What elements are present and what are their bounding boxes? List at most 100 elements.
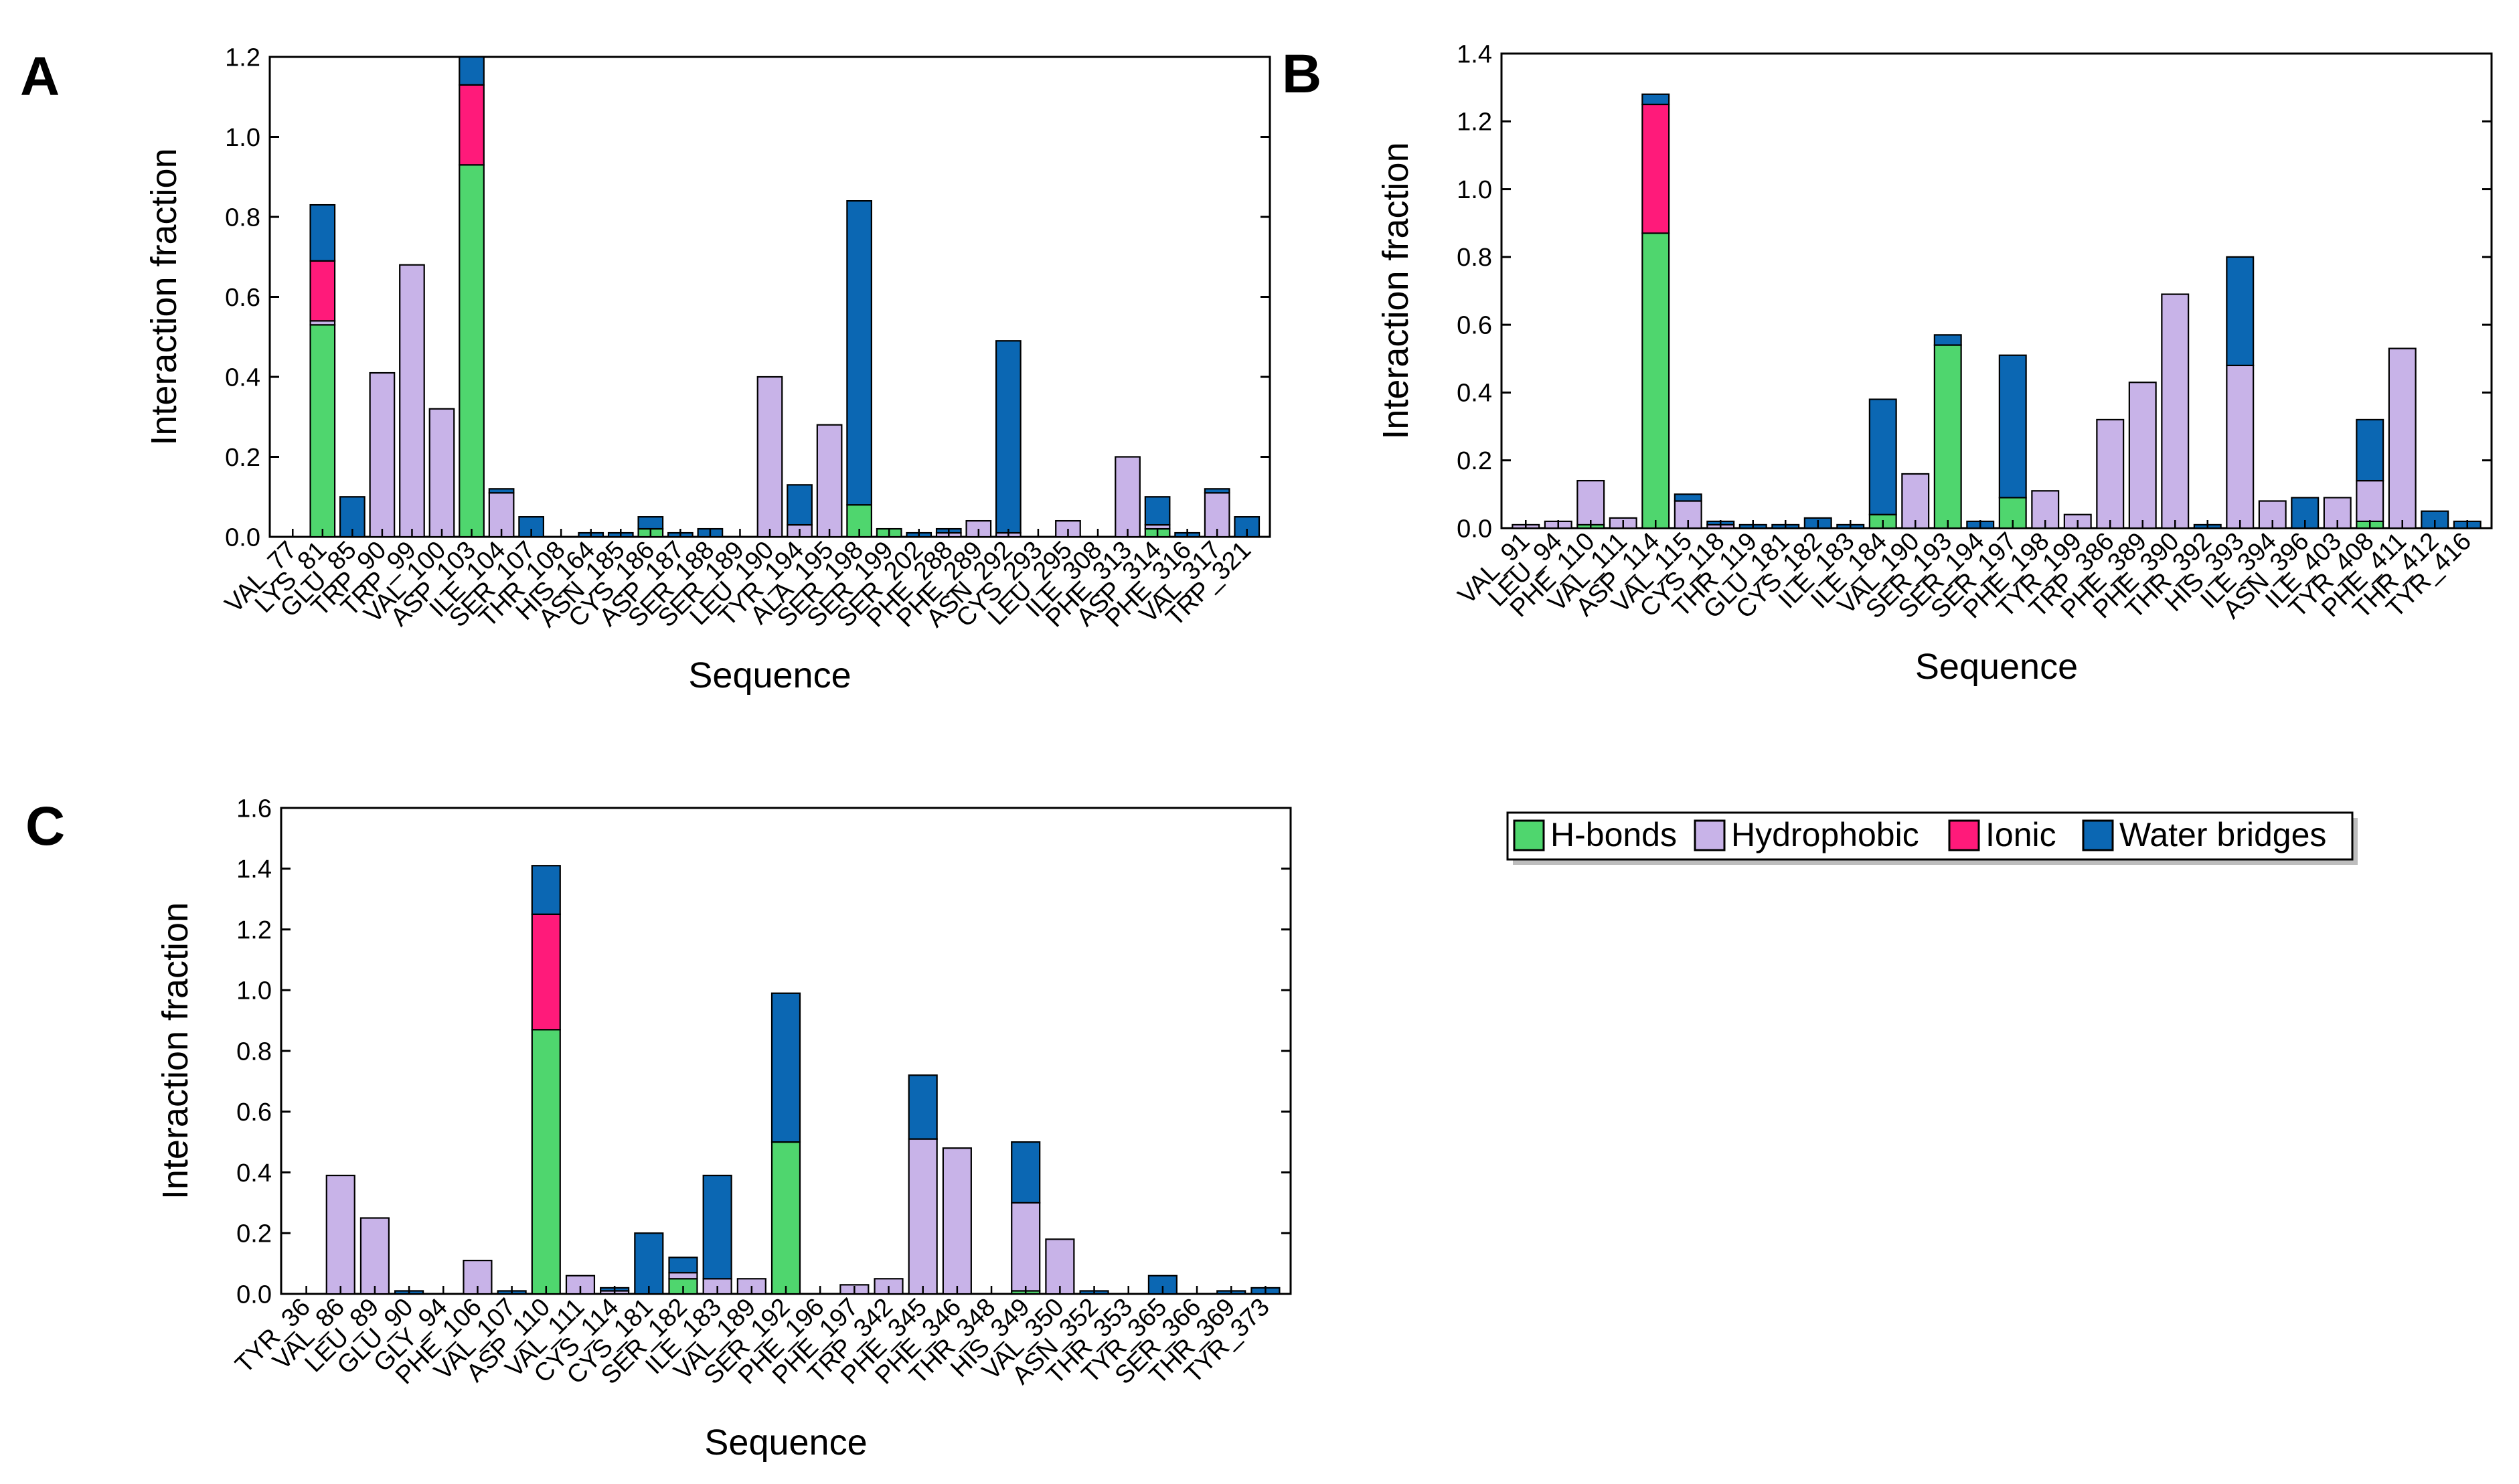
bar-ionic-asp_110 — [531, 913, 561, 1031]
y-tick-label: 0.4 — [236, 1159, 272, 1187]
bar-hydrophobic-trp_90 — [369, 372, 396, 538]
x-axis-label: Sequence — [1915, 647, 2078, 687]
bar-hydrophobic-phe_313 — [1115, 456, 1141, 538]
bar-water-bridges-asn_292 — [995, 340, 1022, 534]
y-tick-label: 0.2 — [1457, 447, 1492, 475]
bar-hydrophobic-his_349 — [1011, 1202, 1041, 1292]
y-tick-label: 0.6 — [225, 284, 260, 312]
bar-hydrophobic-val_100 — [428, 408, 455, 538]
y-tick-label: 1.0 — [236, 977, 272, 1005]
bar-h-bonds-asp_110 — [531, 1029, 561, 1295]
legend-label-ionic: Ionic — [1985, 816, 2056, 853]
bar-hydrophobic-phe_389 — [2128, 382, 2157, 529]
legend-label-h-bonds: H-bonds — [1550, 816, 1677, 853]
y-tick-label: 1.4 — [1457, 40, 1492, 68]
y-tick-label: 1.2 — [236, 916, 272, 944]
legend-swatch-hydrophobic — [1694, 819, 1726, 851]
y-tick-label: 0.4 — [225, 363, 260, 392]
bar-h-bonds-ser_193 — [1933, 344, 1962, 529]
bar-water-bridges-ser_197 — [1998, 354, 2027, 499]
panel-c-label: C — [25, 796, 65, 857]
legend-swatch-water-bridges — [2082, 819, 2114, 851]
bar-water-bridges-cys_181 — [634, 1232, 664, 1295]
bar-water-bridges-tyr_194 — [787, 484, 813, 526]
bar-hydrophobic-phe_390 — [2161, 293, 2190, 529]
panel-b-label: B — [1282, 44, 1321, 104]
bar-hydrophobic-val_350 — [1045, 1238, 1075, 1295]
panel-a-label: A — [20, 46, 60, 107]
panel-c: C 0.00.20.40.60.81.01.21.41.6TYR_36VAL_8… — [25, 795, 1292, 1463]
bar-water-bridges-ser_198 — [846, 200, 872, 506]
y-tick-label: 1.6 — [236, 795, 272, 823]
bar-h-bonds-lys_81 — [309, 324, 336, 538]
bar-hydrophobic-tyr_408 — [2356, 479, 2384, 522]
bar-h-bonds-ser_192 — [770, 1141, 801, 1295]
bar-water-bridges-his_393 — [2226, 256, 2255, 367]
bar-hydrophobic-his_393 — [2226, 364, 2255, 529]
y-tick-label: 0.8 — [1457, 244, 1492, 272]
bar-water-bridges-ser_192 — [770, 992, 801, 1143]
legend-label-hydrophobic: Hydrophobic — [1731, 816, 1919, 853]
bar-water-bridges-his_349 — [1011, 1141, 1041, 1204]
bar-hydrophobic-val_190 — [1901, 473, 1930, 529]
y-tick-label: 0.6 — [236, 1098, 272, 1127]
legend-box — [1506, 811, 2354, 861]
y-tick-label: 0.6 — [1457, 311, 1492, 339]
y-tick-label: 1.2 — [1457, 108, 1492, 137]
x-axis-label: Sequence — [688, 655, 851, 695]
bar-water-bridges-val_317 — [1204, 488, 1230, 494]
bar-h-bonds-ser_198 — [846, 504, 872, 538]
bar-hydrophobic-ala_195 — [816, 424, 843, 538]
bar-hydrophobic-trp_99 — [399, 264, 425, 538]
bar-hydrophobic-phe_110 — [1576, 479, 1605, 526]
bar-water-bridges-val_115 — [1674, 493, 1702, 502]
bar-water-bridges-lys_81 — [309, 203, 336, 262]
bar-water-bridges-ser_182 — [668, 1256, 698, 1274]
bar-hydrophobic-phe_345 — [908, 1138, 938, 1295]
bar-hydrophobic-ser_182 — [668, 1272, 698, 1280]
bar-hydrophobic-trp_386 — [2096, 418, 2125, 529]
bar-hydrophobic-leu_190 — [756, 376, 783, 538]
bar-water-bridges-asp_314 — [1144, 496, 1171, 526]
bar-hydrophobic-leu_89 — [359, 1217, 390, 1295]
bar-water-bridges-asp_103 — [459, 56, 485, 86]
bar-hydrophobic-phe_411 — [2388, 347, 2417, 529]
panel-a: A 0.00.20.40.60.81.01.2VAL_77LYS_81GLU_8… — [20, 44, 1271, 695]
bar-hydrophobic-phe_346 — [942, 1147, 972, 1295]
y-tick-label: 1.2 — [225, 44, 260, 72]
bar-ionic-lys_81 — [309, 260, 336, 322]
bar-h-bonds-asp_114 — [1641, 232, 1670, 529]
y-tick-label: 0.2 — [236, 1220, 272, 1248]
y-axis-label: Interaction fraction — [1376, 142, 1416, 439]
legend: H-bonds Hydrophobic Ionic Water bridges — [1506, 811, 2358, 865]
bar-water-bridges-asp_110 — [531, 865, 561, 915]
bar-water-bridges-ile_184 — [1868, 398, 1897, 515]
bar-water-bridges-phe_345 — [908, 1074, 938, 1140]
y-tick-label: 1.4 — [236, 855, 272, 884]
bar-h-bonds-asp_103 — [459, 164, 485, 538]
y-axis-label: Interaction fraction — [144, 148, 184, 445]
bar-water-bridges-tyr_408 — [2356, 418, 2384, 482]
y-tick-label: 0.8 — [236, 1038, 272, 1066]
bar-ionic-asp_114 — [1641, 103, 1670, 234]
bar-water-bridges-ile_104 — [488, 488, 515, 494]
bar-hydrophobic-val_86 — [325, 1174, 355, 1295]
y-tick-label: 0.2 — [225, 444, 260, 472]
bar-water-bridges-cys_186 — [637, 516, 664, 530]
bar-water-bridges-ser_193 — [1933, 334, 1962, 346]
y-tick-label: 0.0 — [236, 1281, 272, 1309]
legend-swatch-ionic — [1948, 819, 1980, 851]
y-tick-label: 0.8 — [225, 203, 260, 232]
legend-swatch-h-bonds — [1513, 819, 1545, 851]
panel-b: B 0.00.20.40.60.81.01.21.4VAL_91LEU_94PH… — [1282, 40, 2493, 687]
y-tick-label: 0.0 — [225, 523, 260, 552]
y-axis-label: Interaction fraction — [155, 902, 195, 1200]
legend-label-water-bridges: Water bridges — [2119, 816, 2326, 853]
bar-water-bridges-ile_183 — [702, 1174, 732, 1280]
x-axis-label: Sequence — [704, 1422, 867, 1463]
y-tick-label: 0.4 — [1457, 380, 1492, 408]
bar-ionic-asp_103 — [459, 84, 485, 166]
y-tick-label: 1.0 — [1457, 176, 1492, 204]
bar-water-bridges-asp_114 — [1641, 93, 1670, 106]
